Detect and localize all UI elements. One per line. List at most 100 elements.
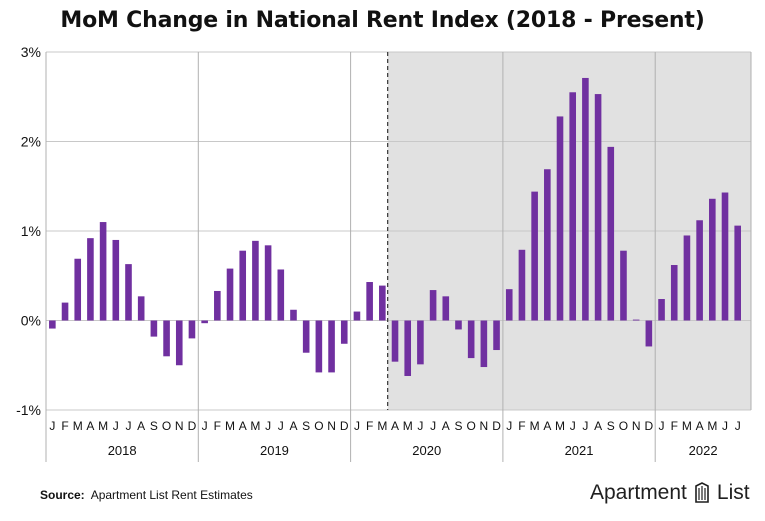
bar <box>99 222 107 321</box>
month-tick-label: A <box>86 419 94 433</box>
year-label: 2019 <box>260 443 289 458</box>
y-tick-label: 0% <box>21 313 41 329</box>
bar <box>226 268 234 321</box>
month-tick-label: F <box>671 419 678 433</box>
month-tick-label: A <box>391 419 399 433</box>
bar <box>658 299 665 321</box>
month-tick-label: A <box>696 419 704 433</box>
month-tick-label: J <box>430 419 436 433</box>
month-tick-label: J <box>265 419 271 433</box>
month-tick-label: J <box>570 419 576 433</box>
month-tick-label: M <box>225 419 235 433</box>
source-label: Source: <box>40 488 85 502</box>
y-tick-label: 3% <box>21 44 41 60</box>
month-tick-label: A <box>543 419 551 433</box>
bar <box>493 320 500 351</box>
month-tick-label: O <box>162 419 171 433</box>
month-tick-label: J <box>113 419 119 433</box>
bar <box>137 296 145 321</box>
year-label: 2020 <box>412 443 441 458</box>
month-tick-label: A <box>442 419 450 433</box>
month-tick-label: A <box>289 419 297 433</box>
month-tick-label: J <box>354 419 360 433</box>
bar <box>366 282 373 321</box>
y-tick-label: 2% <box>21 134 41 150</box>
month-tick-label: J <box>506 419 512 433</box>
bar <box>645 320 653 347</box>
month-tick-label: D <box>340 419 349 433</box>
bar <box>277 269 285 321</box>
chart-title: MoM Change in National Rent Index (2018 … <box>60 8 705 33</box>
month-tick-label: S <box>150 419 158 433</box>
month-tick-label: J <box>659 419 665 433</box>
bar <box>442 296 450 321</box>
bar <box>632 319 640 321</box>
bar <box>734 225 741 321</box>
bar <box>505 289 513 321</box>
month-tick-label: M <box>682 419 692 433</box>
month-tick-label: M <box>98 419 108 433</box>
apartment-list-logo: Apartment List <box>590 481 750 505</box>
month-tick-label: S <box>607 419 615 433</box>
bar <box>340 320 348 344</box>
bar <box>620 250 627 321</box>
bar <box>328 320 335 373</box>
month-tick-label: D <box>645 419 654 433</box>
month-tick-label: J <box>722 419 728 433</box>
bar <box>163 320 170 357</box>
bar <box>531 191 538 321</box>
month-tick-label: F <box>518 419 525 433</box>
bar <box>404 320 412 376</box>
source-note: Source: Apartment List Rent Estimates <box>40 488 253 502</box>
bar <box>379 285 386 321</box>
building-icon <box>695 482 709 503</box>
month-tick-label: D <box>188 419 197 433</box>
month-tick-label: D <box>492 419 501 433</box>
month-tick-label: J <box>49 419 55 433</box>
month-tick-label: M <box>73 419 83 433</box>
bar <box>429 290 437 321</box>
bar <box>683 235 691 321</box>
source-text: Apartment List Rent Estimates <box>90 488 253 502</box>
month-tick-label: F <box>61 419 68 433</box>
bar <box>150 320 158 337</box>
y-tick-label: -1% <box>16 402 41 418</box>
bar <box>696 220 703 321</box>
bar <box>721 192 729 321</box>
month-tick-label: O <box>314 419 323 433</box>
month-tick-label: S <box>454 419 462 433</box>
month-tick-label: A <box>239 419 247 433</box>
bar <box>74 258 82 321</box>
y-tick-label: 1% <box>21 223 41 239</box>
bar <box>556 116 564 321</box>
month-tick-label: N <box>327 419 336 433</box>
bar <box>125 264 132 321</box>
bar <box>582 77 589 321</box>
bar <box>315 320 323 373</box>
month-tick-label: J <box>125 419 131 433</box>
month-tick-label: F <box>366 419 373 433</box>
bar <box>391 320 399 362</box>
bar <box>264 245 272 321</box>
month-tick-label: J <box>202 419 208 433</box>
month-tick-label: J <box>735 419 741 433</box>
month-tick-label: F <box>214 419 221 433</box>
bar <box>607 146 615 321</box>
month-tick-label: M <box>555 419 565 433</box>
bar <box>252 240 259 321</box>
month-tick-label: N <box>175 419 184 433</box>
bar <box>544 169 551 321</box>
bar <box>480 320 488 368</box>
bar <box>201 320 208 324</box>
month-tick-label: N <box>632 419 641 433</box>
year-label: 2022 <box>689 443 718 458</box>
bar <box>87 238 94 321</box>
month-tick-label: N <box>480 419 489 433</box>
bar <box>214 290 221 321</box>
month-tick-label: A <box>594 419 602 433</box>
month-tick-label: M <box>403 419 413 433</box>
bar <box>112 239 120 321</box>
month-tick-label: M <box>377 419 387 433</box>
year-label: 2018 <box>108 443 137 458</box>
